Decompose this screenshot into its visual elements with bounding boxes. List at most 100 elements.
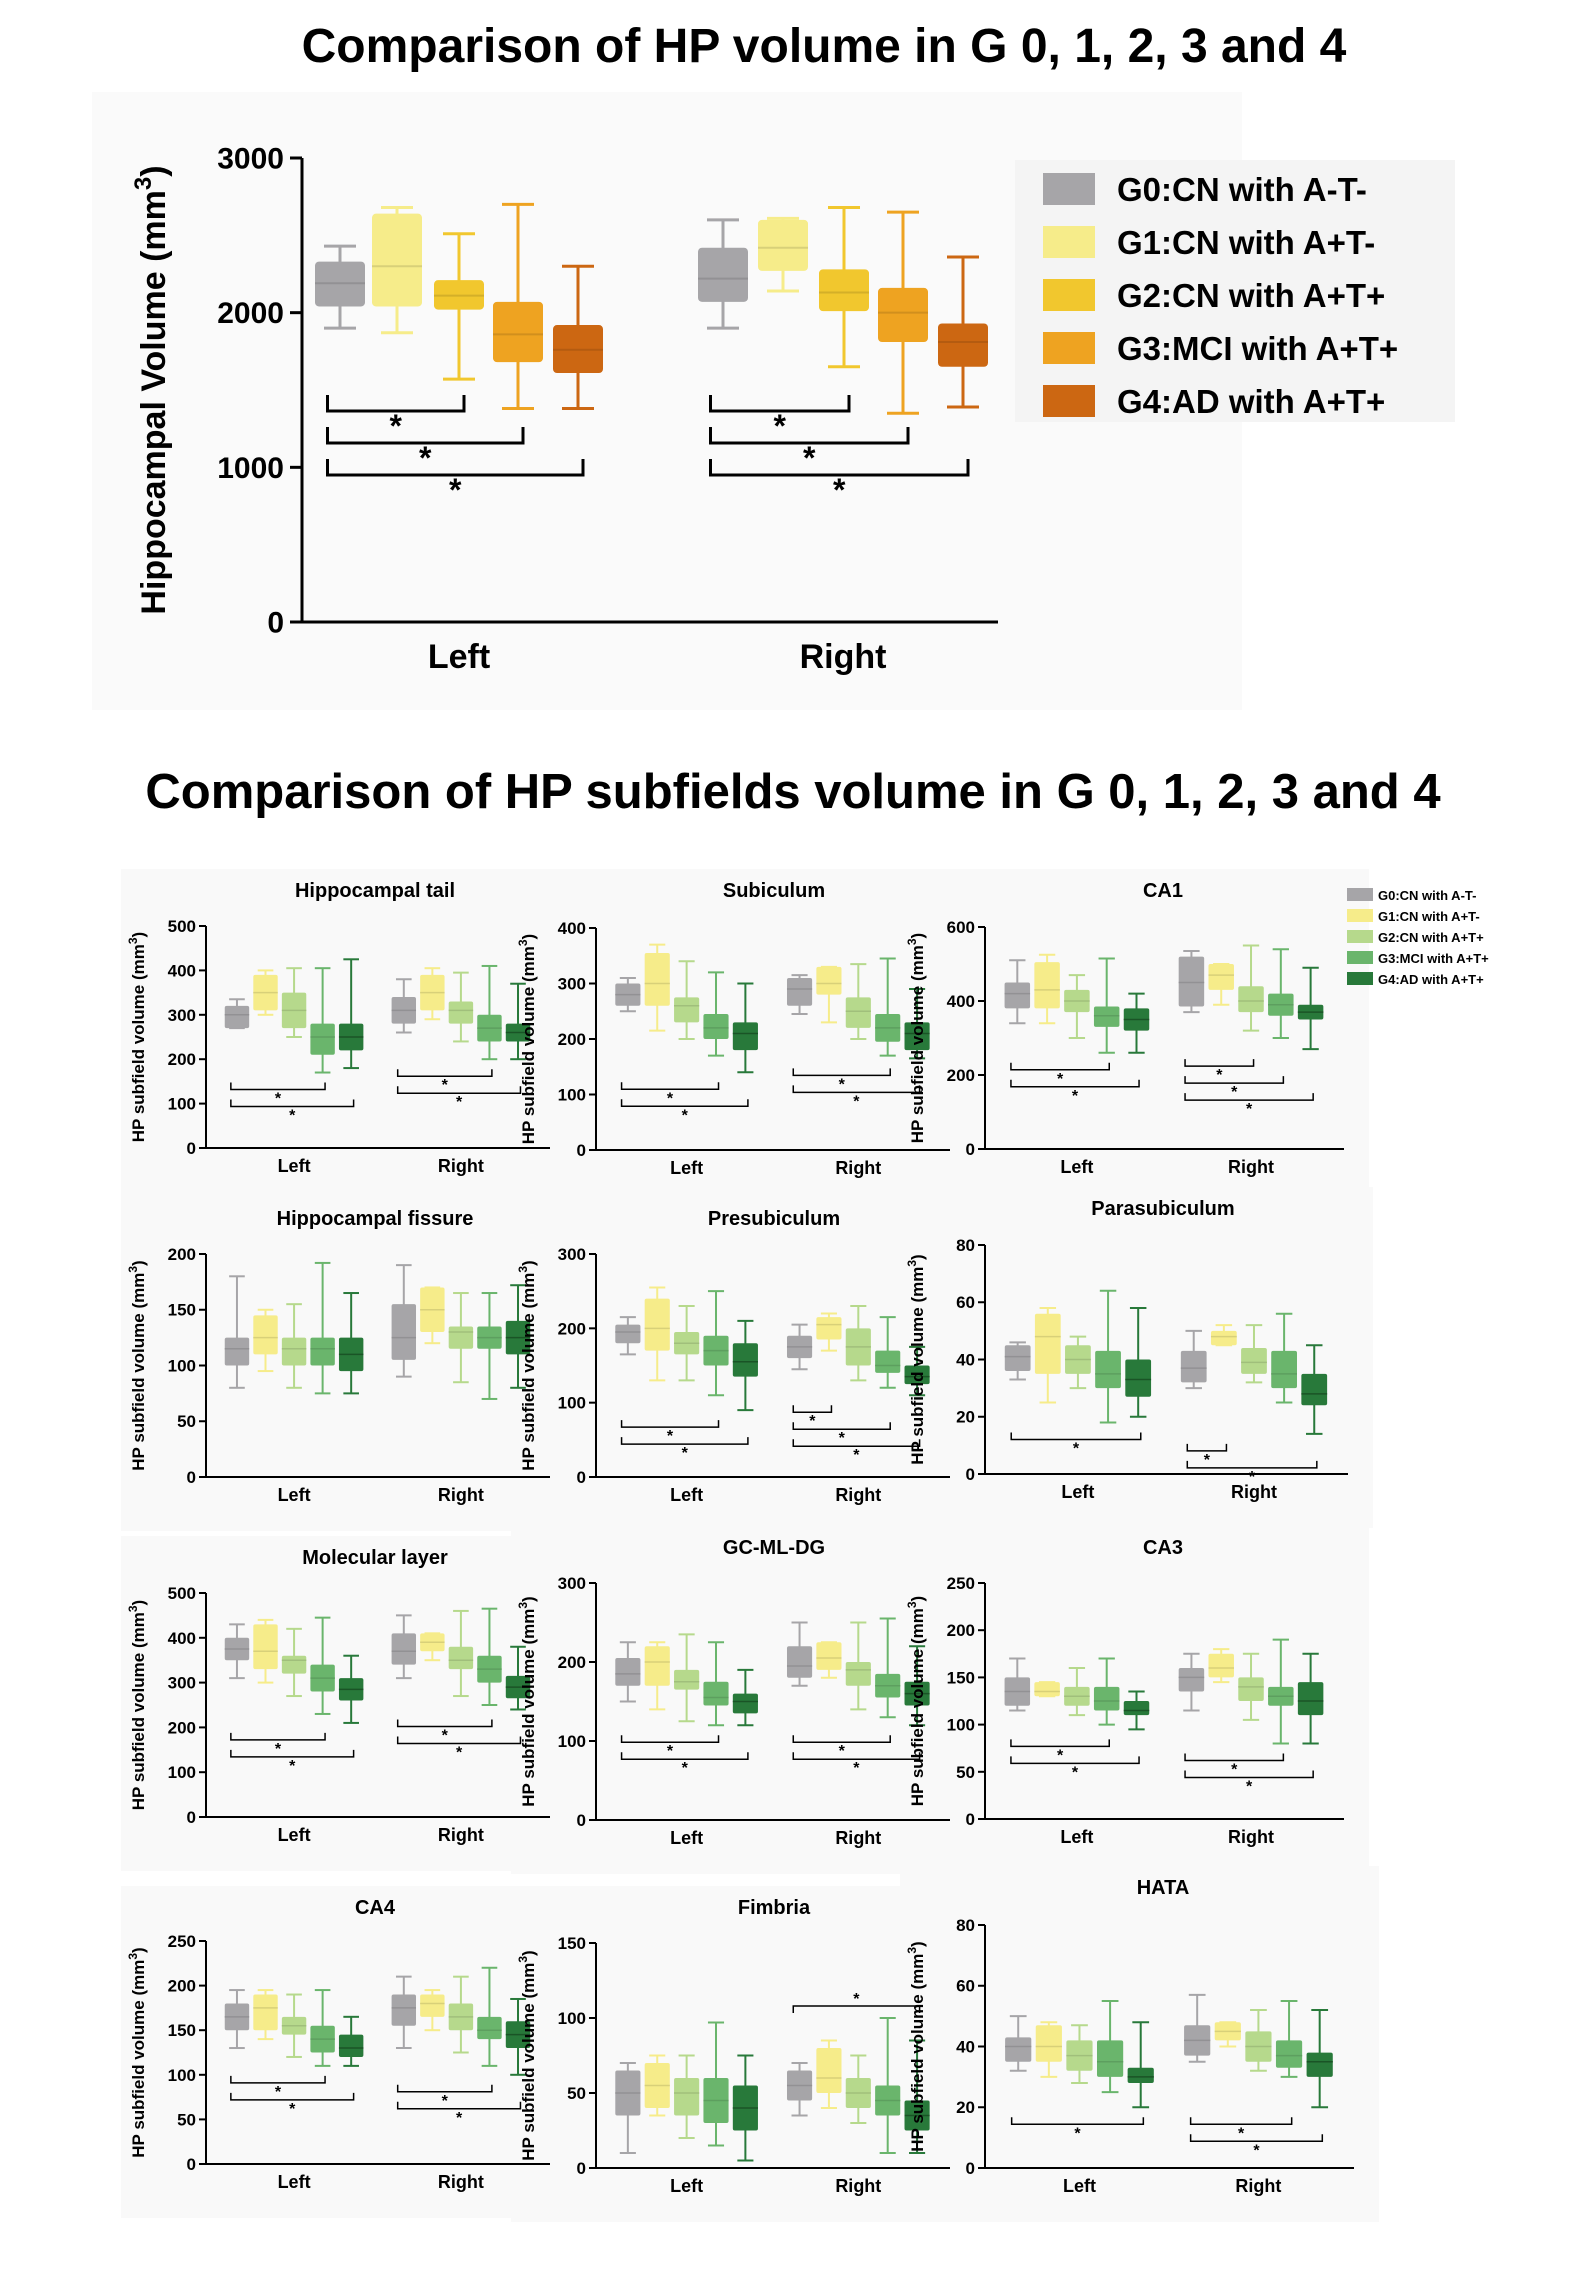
box xyxy=(938,323,988,367)
significance-right-1: * xyxy=(1189,2134,1324,2159)
significance-bracket xyxy=(1184,1059,1255,1067)
box xyxy=(477,2016,502,2040)
legend-swatch xyxy=(1347,951,1373,964)
legend-sub-item: G4:AD with A+T+ xyxy=(1347,972,1484,987)
box-right-g3 xyxy=(875,1316,901,1389)
y-tick-label: 0 xyxy=(187,1468,196,1487)
chart-ca3: 0 50 100 150 200 250 HP subfield volume (mm3) C… xyxy=(905,1537,1344,1847)
significance-star: * xyxy=(682,1107,689,1124)
significance-left-0: * xyxy=(230,2075,326,2101)
significance-left-0: * xyxy=(230,1082,326,1108)
box-right-g0 xyxy=(786,1621,813,1687)
significance-star: * xyxy=(289,1758,296,1775)
box-left-g4 xyxy=(1125,1306,1152,1418)
y-tick-label: 50 xyxy=(177,1412,196,1431)
group-left xyxy=(615,1286,758,1412)
legend-main-item: G3:MCI with A+T+ xyxy=(1043,330,1398,367)
legend-main: G0:CN with A-T- G1:CN with A+T- G2:CN with… xyxy=(1043,171,1398,420)
significance-star: * xyxy=(289,1108,296,1125)
significance-left-0: * xyxy=(1010,1739,1110,1764)
significance-star: * xyxy=(833,472,846,508)
significance-star: * xyxy=(667,1743,674,1760)
box-right-g2 xyxy=(845,2054,871,2124)
box-right-g2 xyxy=(845,963,871,1040)
x-category-label: Left xyxy=(1060,1827,1093,1847)
group-right xyxy=(391,1264,531,1400)
group-right xyxy=(391,964,531,1061)
legend-main-item: G4:AD with A+T+ xyxy=(1043,383,1385,420)
box xyxy=(391,1304,417,1360)
box xyxy=(758,219,808,271)
box xyxy=(1306,2052,1333,2077)
box-right-g0 xyxy=(1180,1329,1207,1390)
x-category-label: Right xyxy=(800,638,887,676)
significance-star: * xyxy=(839,1076,846,1093)
panel-background xyxy=(900,869,1369,1203)
y-tick-label: 100 xyxy=(168,1356,196,1375)
significance-bracket xyxy=(1189,2117,1293,2125)
significance-bracket xyxy=(792,1439,921,1447)
box-left-g0 xyxy=(1004,1657,1031,1712)
significance-left-1: * xyxy=(326,427,525,476)
box-right-g3 xyxy=(875,957,901,1057)
box-left-g3 xyxy=(310,1616,335,1715)
y-tick-label: 150 xyxy=(947,1668,975,1687)
significance-star: * xyxy=(839,1430,846,1447)
box-right-g0 xyxy=(391,1614,417,1680)
box-right-g2 xyxy=(1245,2009,1272,2072)
box-right-g3 xyxy=(477,1607,502,1706)
group-left xyxy=(315,202,603,411)
y-tick-label: 60 xyxy=(956,1293,975,1312)
y-tick-label: 100 xyxy=(558,1085,586,1104)
legend-label: G1:CN with A+T- xyxy=(1117,224,1375,261)
significance-left-1: * xyxy=(1010,1756,1140,1781)
legend-sub-item: G1:CN with A+T- xyxy=(1347,909,1480,924)
y-tick-label: 80 xyxy=(956,1236,975,1255)
box-left-g4 xyxy=(732,982,758,1074)
box-left-g0 xyxy=(224,1275,250,1389)
group-left xyxy=(615,2021,758,2162)
box-left-g3 xyxy=(703,1641,729,1727)
box-left-g1 xyxy=(644,943,670,1032)
legend-sub-item: G2:CN with A+T+ xyxy=(1347,930,1484,945)
significance-star: * xyxy=(803,440,816,476)
box xyxy=(1297,1682,1324,1716)
y-axis-label: HP subfield volume (mm3) xyxy=(516,1950,538,2160)
significance-star: * xyxy=(1238,2125,1245,2142)
y-tick-label: 40 xyxy=(956,2037,975,2056)
x-category-label: Right xyxy=(835,1158,881,1178)
box-right-g0 xyxy=(391,1975,417,2050)
significance-bracket xyxy=(396,1736,522,1745)
box-right-g0 xyxy=(391,978,417,1034)
group-right xyxy=(786,1617,930,1727)
legend-label: G0:CN with A-T- xyxy=(1117,171,1367,208)
box-left-g3 xyxy=(1096,1999,1124,2094)
chart-title: Hippocampal tail xyxy=(295,880,455,902)
x-category-label: Left xyxy=(1060,1157,1093,1177)
box-right-g1 xyxy=(816,1312,842,1352)
box xyxy=(1271,1350,1297,1389)
box xyxy=(816,1642,842,1670)
box-right-g4 xyxy=(505,1284,531,1389)
group-right xyxy=(786,1305,930,1397)
x-category-label: Right xyxy=(438,1825,484,1845)
legend-main-item: G0:CN with A-T- xyxy=(1043,171,1367,208)
significance-bracket xyxy=(1186,1460,1318,1469)
box-right-g2 xyxy=(845,1621,871,1711)
box-left-g2 xyxy=(1065,1335,1091,1390)
box-right-g1 xyxy=(1210,1324,1237,1347)
box-left-g3 xyxy=(493,202,543,411)
box xyxy=(253,1624,278,1670)
significance-left-1: * xyxy=(230,1099,355,1125)
significance-left-0: * xyxy=(620,1082,720,1107)
y-tick-label: 40 xyxy=(956,1350,975,1369)
y-tick-label: 200 xyxy=(947,1066,975,1085)
legend-label: G3:MCI with A+T+ xyxy=(1378,951,1489,966)
box-left-g2 xyxy=(1064,974,1090,1039)
significance-bracket xyxy=(230,2092,355,2101)
y-tick-label: 400 xyxy=(168,1629,196,1648)
box xyxy=(1127,2067,1154,2083)
y-axis-label: HP subfield volume (mm3) xyxy=(126,1260,148,1470)
y-tick-label: 20 xyxy=(956,2098,975,2117)
